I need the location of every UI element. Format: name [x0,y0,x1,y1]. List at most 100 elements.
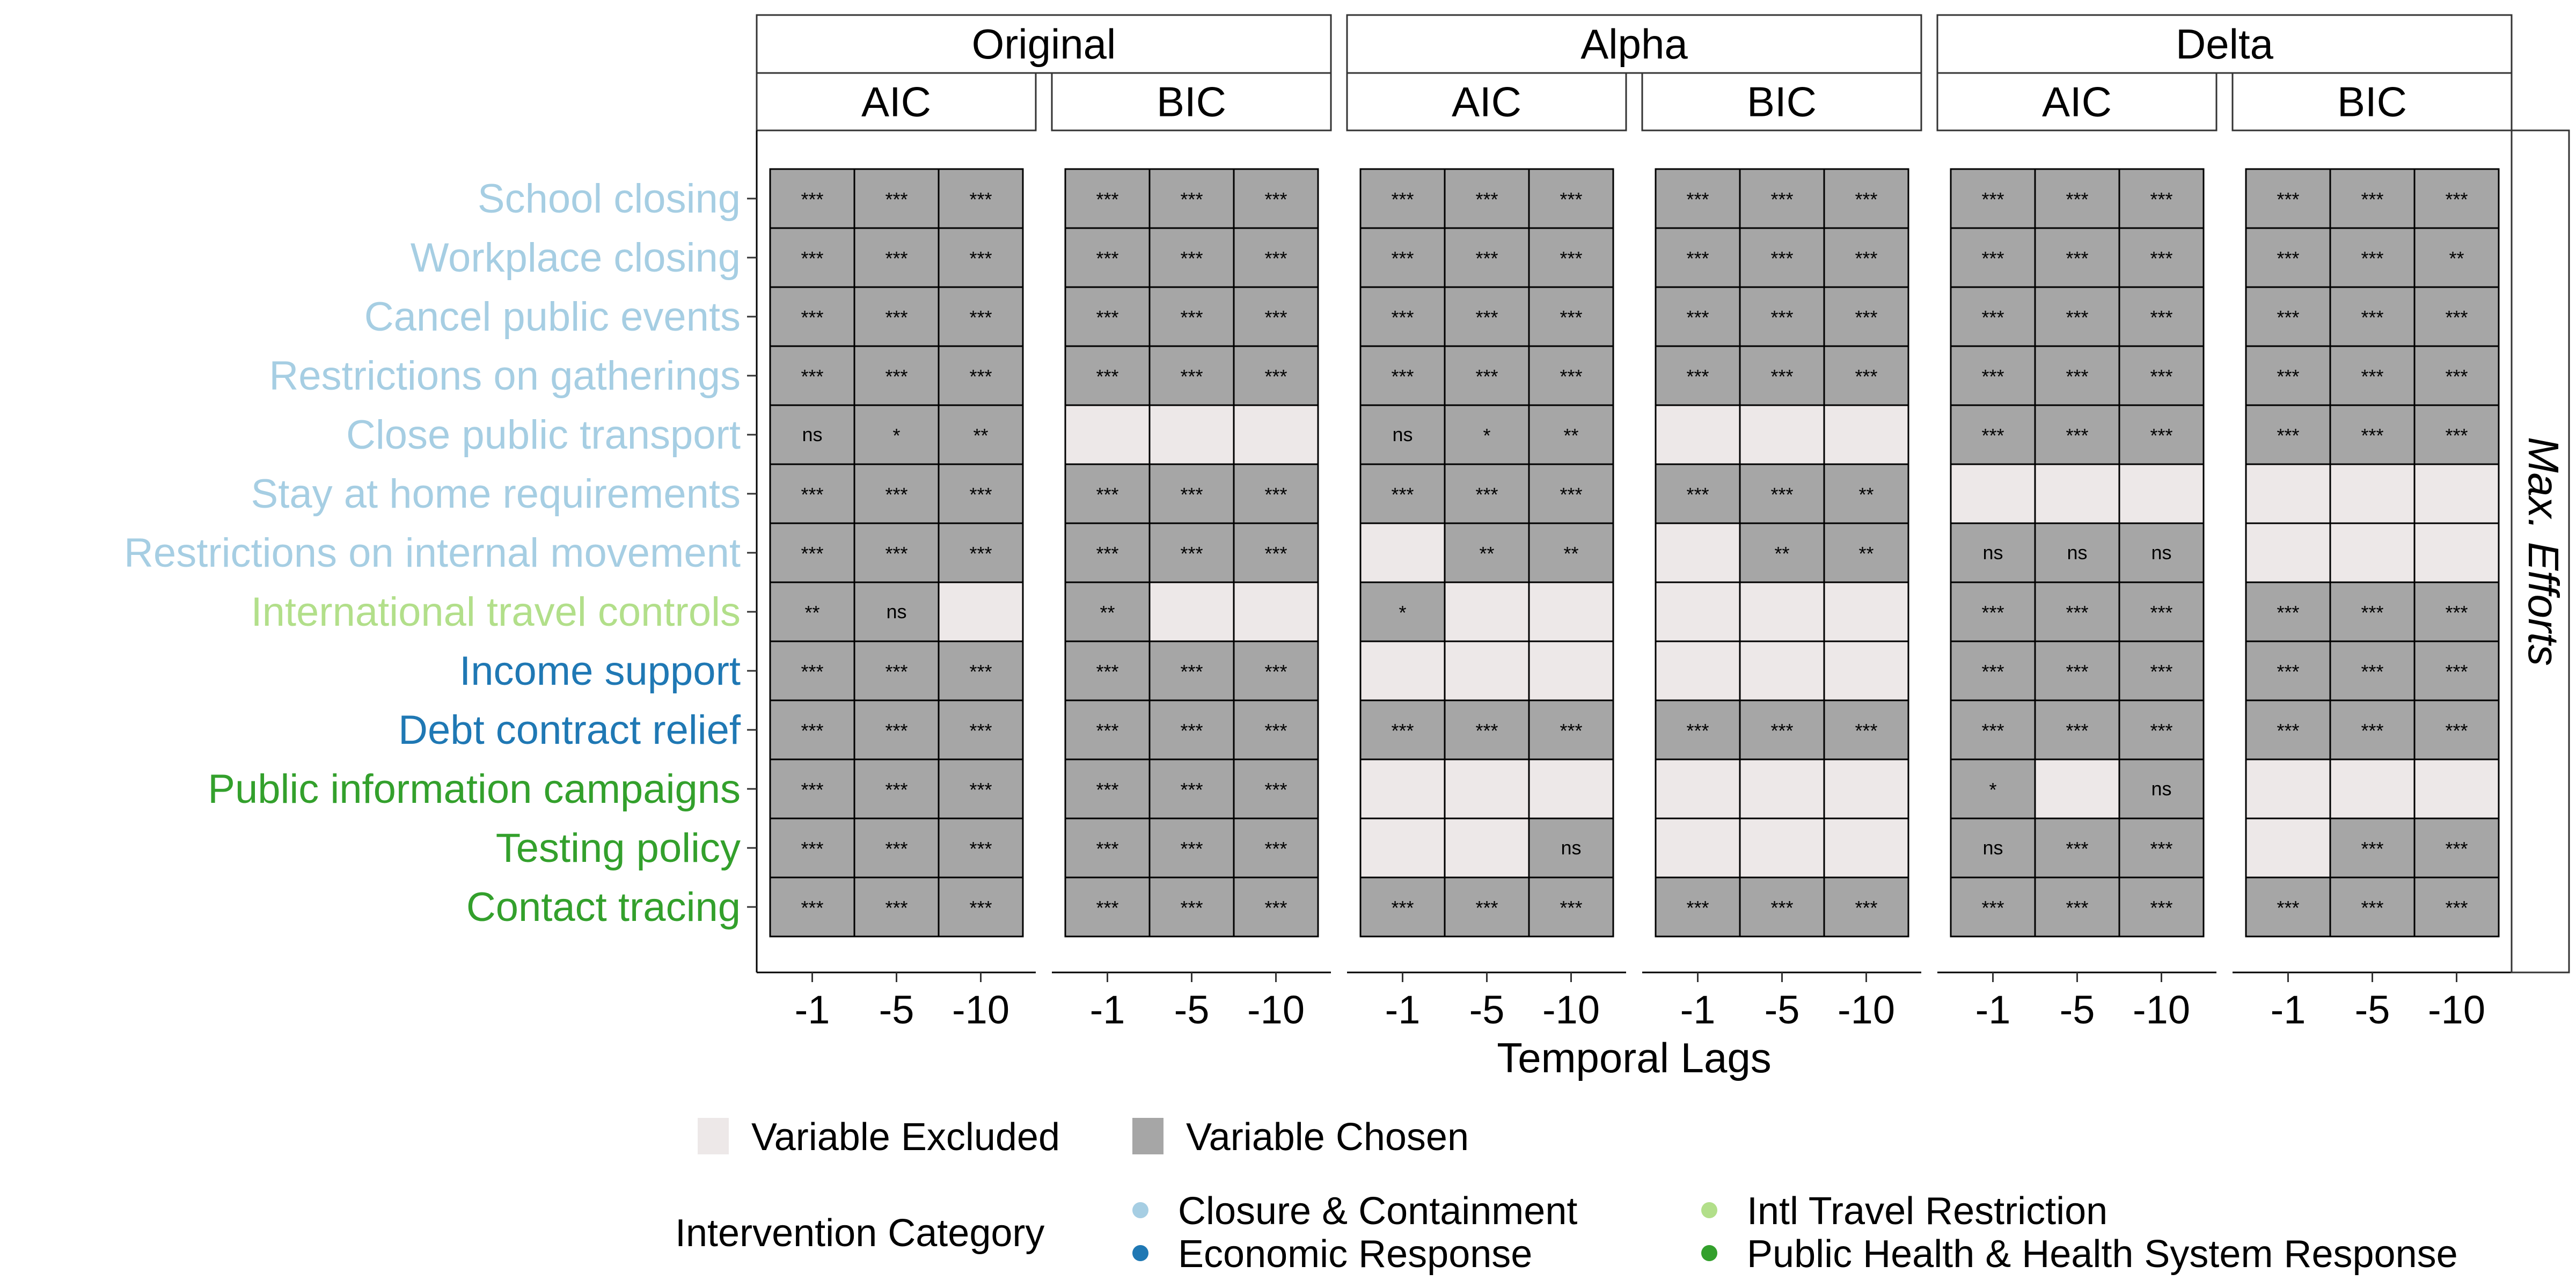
heatmap-cell [2118,699,2205,760]
cell-significance-label: *** [801,247,823,269]
cell-significance-label: *** [2277,661,2299,683]
cell-significance-label: ns [1982,837,2003,859]
heatmap-cell [1359,758,1446,819]
cell-significance-label: *** [885,779,908,801]
cell-significance-label: *** [1096,897,1118,919]
heatmap-cell [1528,699,1614,760]
cell-significance-label: *** [1855,365,1877,387]
heatmap-cell [853,640,940,701]
cell-significance-label: *** [1264,306,1287,328]
cell-significance-label: *** [2445,602,2468,624]
group-strip-delta [1936,14,2513,74]
x-axis: -1 -5 -10 -1 -5 -10 -1 -5 -10 -1 -5 -10 -1 -5 -10 -1 -5-… [795,972,2485,1032]
heatmap-cell [1233,286,1319,347]
cell-significance-label: *** [1391,306,1414,328]
cell-significance-label: *** [1180,661,1203,683]
panel-strip-label: AIC [2042,78,2112,126]
heatmap-cell [2034,168,2120,229]
cell-significance-label: *** [801,543,823,565]
legend: Variable Excluded Variable Chosen Interven… [675,1116,2458,1276]
heatmap-cell [2034,699,2120,760]
group-strip-original [756,14,1332,74]
cell-significance-label: *** [969,779,992,801]
x-tick-label: -10 [1838,987,1895,1032]
cell-significance-label: *** [1560,720,1582,742]
heatmap-cell [1823,227,1909,288]
cell-significance-label: *** [2066,661,2088,683]
cell-significance-label: *** [969,247,992,269]
heatmap-cell [938,345,1024,406]
cell-significance-label: *** [1391,484,1414,506]
cell-significance-label: *** [969,838,992,860]
x-tick-label: -10 [2428,987,2485,1032]
heatmap-cell [1823,699,1909,760]
cell-significance-label: * [1989,779,1996,801]
cell-significance-label: * [892,425,900,447]
cell-significance-label: ** [1858,543,1874,565]
row-label: Close public transport [346,412,741,458]
heatmap-cell [2034,640,2120,701]
heatmap-cell [938,817,1024,879]
x-tick-label: -1 [1385,987,1421,1032]
cell-significance-label: *** [801,365,823,387]
cell-significance-label: *** [1770,247,1793,269]
fill-legend: Variable Excluded Variable Chosen [698,1116,1469,1159]
cell-significance-label: *** [969,897,992,919]
cell-significance-label: *** [2445,188,2468,210]
cell-significance-label: *** [885,720,908,742]
heatmap-cell [769,758,855,819]
heatmap-cell [1064,463,1151,524]
cell-significance-label: *** [1096,720,1118,742]
heatmap-cell [2329,758,2416,819]
heatmap-cell [1064,758,1151,819]
cell-significance-label: *** [1475,188,1498,210]
heatmap-cell [2413,227,2500,288]
category-legend-dot [1132,1245,1148,1261]
cell-significance-label: *** [1560,484,1582,506]
x-tick-label: -10 [1542,987,1600,1032]
heatmap-cell [2034,463,2120,524]
heatmap-cell [2245,345,2331,406]
panel-strip-original-aic [756,72,1037,131]
heatmap-cell [2034,758,2120,819]
cell-significance-label: *** [1686,188,1709,210]
cell-significance-label: ns [802,423,822,445]
heatmap-cell [2118,817,2205,879]
heatmap-cell [1950,345,2036,406]
cell-significance-label: *** [1180,247,1203,269]
cell-significance-label: *** [2150,897,2172,919]
cell-significance-label: *** [1981,306,2004,328]
cell-significance-label: *** [2277,247,2299,269]
heatmap-cell [2245,876,2331,938]
heatmap-cell [853,286,940,347]
side-strip: Max. Efforts [2511,129,2570,974]
cell-significance-label: *** [885,365,908,387]
heatmap-cell [938,168,1024,229]
cell-significance-label: ** [973,425,988,447]
heatmap-cell [2245,758,2331,819]
heatmap-cell [1444,522,1530,583]
heatmap-cell [2413,876,2500,938]
group-strip-label: Alpha [1580,20,1688,68]
cell-significance-label: *** [1391,188,1414,210]
heatmap-cell [1233,817,1319,879]
heatmap-cell [1359,876,1446,938]
heatmap-cell [1233,404,1319,465]
heatmap-cell [1359,640,1446,701]
cell-significance-label: *** [2445,720,2468,742]
x-tick-label: -10 [2133,987,2190,1032]
cell-significance-label: ** [1479,543,1494,565]
heatmap-cell [2413,758,2500,819]
heatmap-cell [853,168,940,229]
heatmap-cell [2118,463,2205,524]
cell-significance-label: *** [969,306,992,328]
cell-significance-label: *** [1264,188,1287,210]
heatmap-cell [2118,345,2205,406]
heatmap-cell [1148,817,1235,879]
heatmap-cell [1064,227,1151,288]
cell-significance-label: *** [1981,425,2004,447]
cell-significance-label: ** [1563,425,1578,447]
cell-significance-label: *** [885,661,908,683]
heatmap-cell [1444,640,1530,701]
heatmap-cell [1444,404,1530,465]
